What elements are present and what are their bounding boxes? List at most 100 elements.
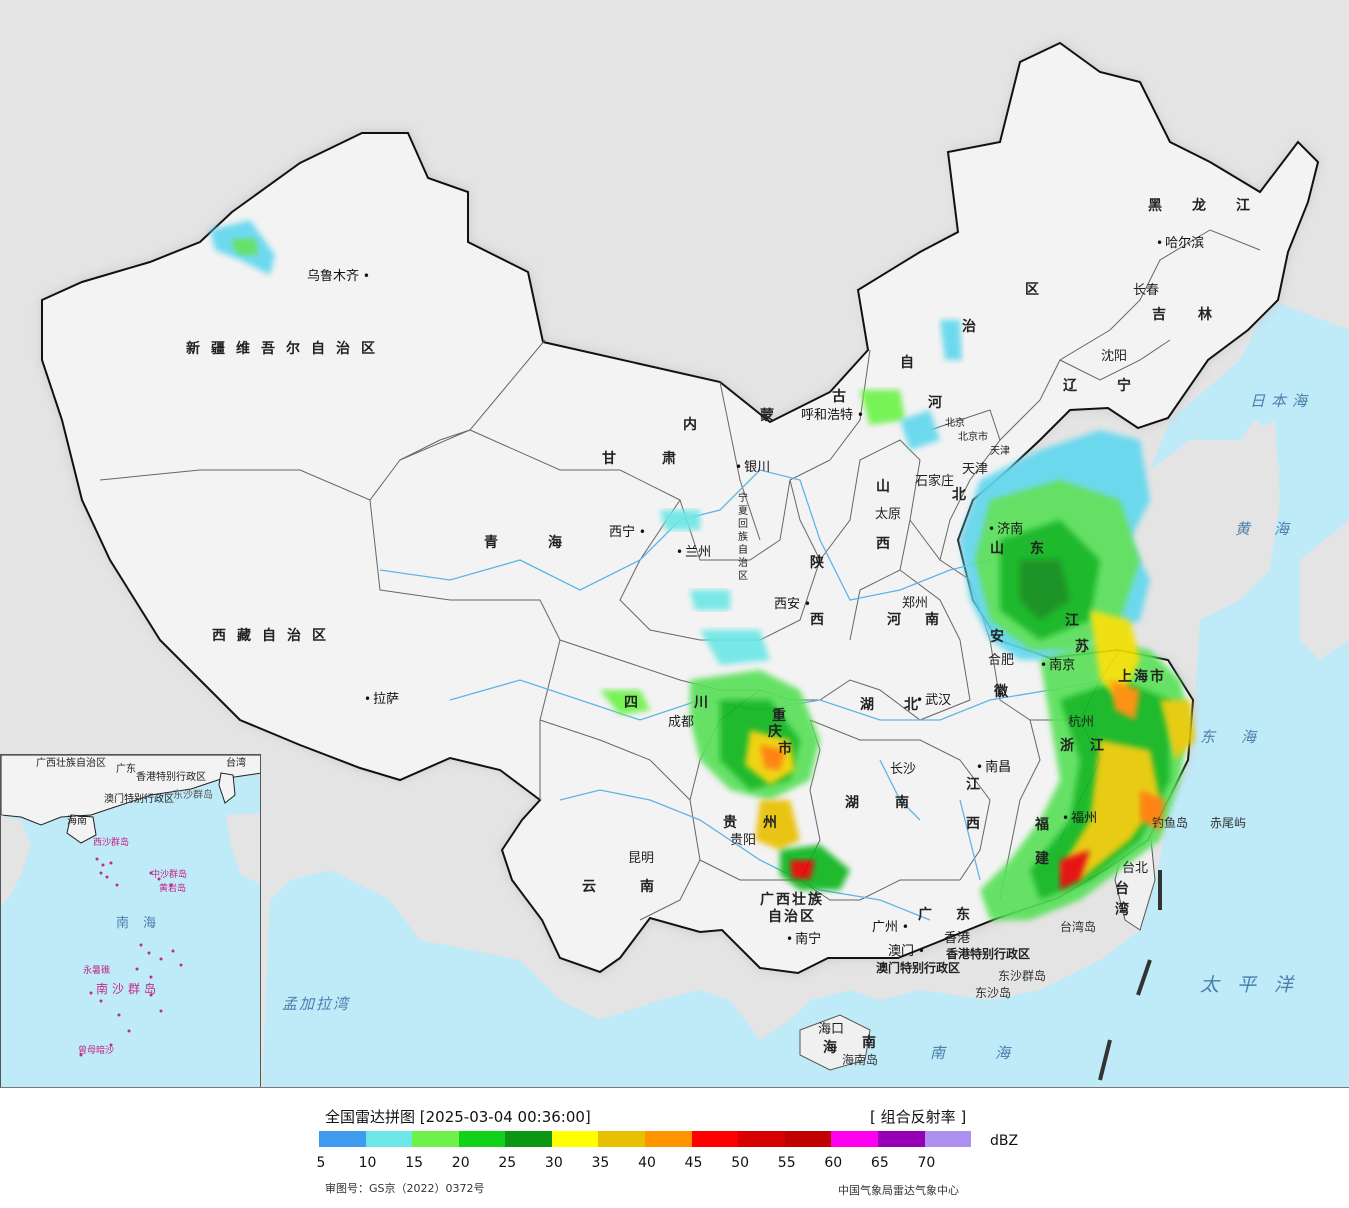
- province-neimenggu-4: 自: [900, 355, 925, 371]
- map-approval-number: 审图号：GS京（2022）0372号: [325, 1182, 485, 1195]
- province-yunnan: 云南: [582, 879, 698, 895]
- province-shanghai: 上海市: [1118, 669, 1166, 685]
- sea-yellow: 黄海: [1235, 520, 1314, 538]
- city-urumqi: 乌鲁木齐: [307, 270, 370, 283]
- city-chengdu: 成都: [668, 715, 695, 730]
- legend-swatch-1: [365, 1131, 413, 1147]
- city-guiyang: 贵阳: [730, 833, 757, 848]
- inset-guangdong: 广东: [116, 764, 136, 775]
- province-chongqing-3: 市: [778, 741, 803, 757]
- province-xizang: 西藏自治区: [212, 628, 337, 644]
- city-nanning: 南宁: [786, 933, 821, 946]
- city-hangzhou: 杭州: [1068, 715, 1095, 730]
- legend-product-type: [ 组合反射率 ]: [870, 1108, 967, 1126]
- province-chongqing-1: 重: [772, 708, 797, 724]
- legend-tick-45: 45: [684, 1155, 703, 1171]
- province-qinghai: 青海: [484, 535, 612, 551]
- city-guangzhou: 广州: [872, 921, 909, 934]
- inset-dongsha: 东沙群岛: [173, 790, 213, 801]
- legend-tick-30: 30: [544, 1155, 563, 1171]
- city-wuhan: 武汉: [916, 694, 951, 707]
- legend-tick-40: 40: [638, 1155, 656, 1171]
- province-gansu: 甘肃: [602, 451, 722, 467]
- province-neimenggu-1: 内: [683, 417, 708, 433]
- province-hongkong: 香港特别行政区: [946, 947, 1031, 961]
- sea-east: 东海: [1200, 728, 1283, 746]
- province-hubei: 湖北: [860, 697, 948, 713]
- province-hainan-1: 海: [823, 1040, 848, 1056]
- legend-swatch-13: [924, 1131, 972, 1147]
- legend-tick-5: 5: [316, 1155, 326, 1171]
- hainan-land: [799, 1014, 871, 1071]
- legend-unit: dBZ: [990, 1133, 1019, 1149]
- inset-yongshu: 永暑礁: [83, 966, 111, 976]
- legend-swatch-6: [598, 1131, 646, 1147]
- city-changsha: 长沙: [890, 762, 917, 777]
- city-taiyuan: 太原: [875, 507, 902, 522]
- province-guangdong: 广东: [918, 907, 994, 923]
- maritime-boundary: [1098, 870, 1162, 1081]
- province-neimenggu-3: 古: [832, 389, 857, 405]
- province-jiangxi-2: 西: [966, 816, 991, 832]
- legend-tick-55: 55: [777, 1155, 796, 1171]
- province-shaanxi-2: 西: [810, 612, 835, 628]
- legend-tick-60: 60: [824, 1155, 843, 1171]
- city-lanzhou: 兰州: [676, 546, 711, 559]
- province-jiangsu-1: 江: [1065, 613, 1090, 629]
- legend-title: 全国雷达拼图 [2025-03-04 00:36:00]: [325, 1108, 591, 1126]
- city-xining: 西宁: [609, 526, 646, 539]
- legend-panel: 全国雷达拼图 [2025-03-04 00:36:00] [ 组合反射率 ] d…: [0, 1088, 1349, 1208]
- ocean: [262, 300, 1349, 1087]
- city-shijiazhuang: 石家庄: [915, 474, 955, 489]
- city-yinchuan: 银川: [735, 461, 770, 474]
- legend-swatch-7: [645, 1131, 692, 1147]
- province-shaanxi-1: 陕: [810, 555, 835, 571]
- province-chongqing-2: 庆: [768, 724, 793, 740]
- japan-land: [1300, 520, 1349, 660]
- city-lhasa: 拉萨: [364, 693, 399, 706]
- province-shandong-1: 山: [990, 541, 1015, 557]
- province-macau: 澳门特别行政区: [876, 961, 961, 975]
- province-shanxi-1: 山: [876, 479, 901, 495]
- sea-japan: 日本海: [1250, 392, 1314, 410]
- inset-zhongsha: 中沙群岛: [151, 870, 188, 880]
- province-tianjin: 天津: [990, 446, 1010, 457]
- legend-tick-25: 25: [498, 1155, 517, 1171]
- organization-credit: 中国气象局雷达气象中心: [838, 1184, 959, 1197]
- province-shanxi-2: 西: [876, 536, 901, 552]
- city-jinan: 济南: [988, 523, 1023, 536]
- province-jilin: 吉林: [1152, 307, 1244, 323]
- city-fuzhou: 福州: [1062, 812, 1097, 825]
- city-harbin: 哈尔滨: [1156, 237, 1204, 250]
- inset-macau: 澳门特别行政区: [104, 794, 174, 805]
- legend-tick-50: 50: [731, 1155, 750, 1171]
- province-shandong-2: 东: [1030, 541, 1055, 557]
- province-guangxi-1: 广西壮族: [760, 892, 824, 908]
- legend-swatch-4: [505, 1131, 552, 1147]
- province-taiwan-2: 湾: [1115, 902, 1140, 918]
- city-shenyang: 沈阳: [1101, 349, 1128, 364]
- province-hainan-2: 南: [862, 1035, 887, 1051]
- province-liaoning: 辽宁: [1063, 378, 1171, 394]
- legend-swatch-12: [877, 1131, 925, 1147]
- island-dongsha-dao: 东沙岛: [975, 986, 1012, 1000]
- legend-tick-70: 70: [917, 1155, 936, 1171]
- province-hebei-1: 河: [928, 395, 953, 411]
- province-beijing: 北京: [945, 418, 965, 429]
- city-tianjin: 天津: [962, 462, 989, 477]
- province-xinjiang: 新疆维吾尔自治区: [186, 341, 386, 357]
- legend-swatch-11: [831, 1131, 878, 1147]
- korea-land: [1150, 420, 1280, 580]
- province-neimenggu-5: 治: [962, 319, 987, 335]
- province-hebei-2: 北: [952, 487, 977, 503]
- legend-swatch-8: [691, 1131, 739, 1147]
- city-zhengzhou: 郑州: [902, 596, 929, 611]
- legend-tick-10: 10: [358, 1155, 377, 1171]
- legend-swatch-10: [784, 1131, 832, 1147]
- legend-ticks: 5 10 15 20 25 30 35 40 45 50 55 60 65 70: [305, 1155, 985, 1171]
- province-neimenggu-2: 蒙: [760, 408, 785, 424]
- city-hefei: 合肥: [988, 653, 1015, 668]
- province-ningxia: 宁夏回族自治区: [738, 493, 748, 582]
- radar-map: 新疆维吾尔自治区 西藏自治区 青海 甘肃 内 蒙 古 自 治 区 黑龙江 吉林 …: [0, 0, 1349, 1088]
- island-taiwan: 台湾岛: [1060, 920, 1097, 934]
